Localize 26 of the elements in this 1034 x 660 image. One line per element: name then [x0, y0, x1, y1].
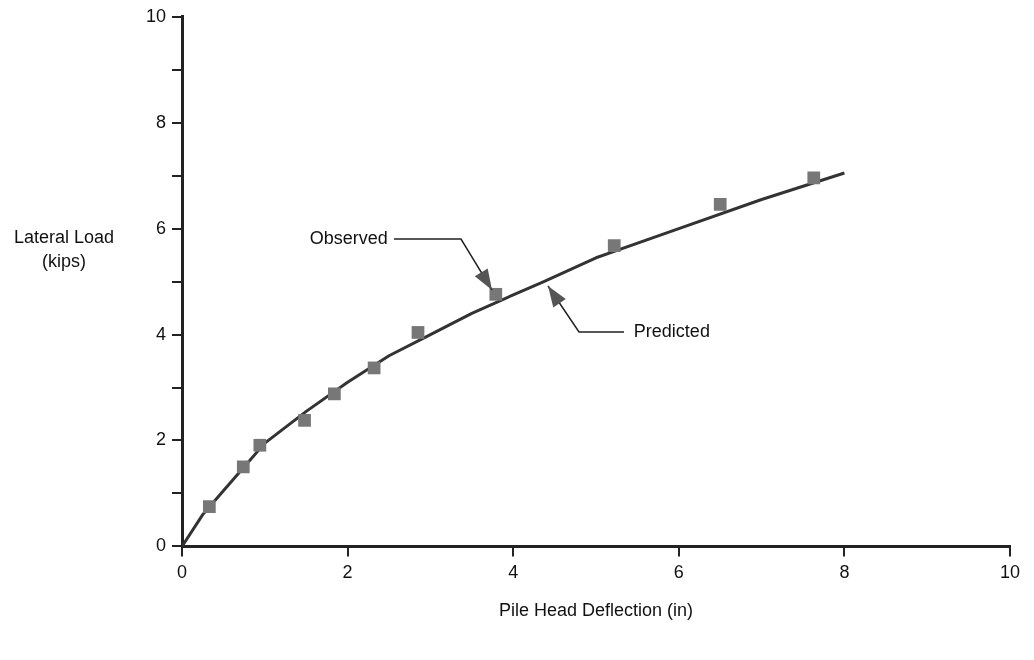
x-tick-label: 4	[508, 562, 519, 583]
x-tick-label: 2	[342, 562, 353, 583]
annotation: Predicted	[633, 320, 710, 341]
y-tick-label: 10	[145, 5, 167, 26]
y-tick-label: 2	[156, 429, 167, 450]
point	[328, 387, 341, 401]
x-tick-label: 10	[999, 562, 1021, 583]
x-tick-label: 8	[839, 562, 850, 583]
y-tick-label: 0	[156, 535, 167, 556]
y-tick-label: 4	[156, 323, 167, 344]
point	[411, 326, 425, 339]
point	[202, 500, 216, 514]
y-tick-label: 6	[156, 217, 167, 238]
x-tick-label: 0	[177, 562, 188, 583]
x-axis-title: Pile Head Deflection (in)	[498, 600, 694, 621]
annotation: Observed	[309, 228, 388, 249]
point	[298, 413, 311, 427]
point	[607, 239, 621, 252]
point	[489, 287, 503, 301]
point	[713, 197, 727, 211]
point	[807, 171, 821, 185]
point	[253, 438, 267, 452]
y-tick-label: 8	[156, 111, 167, 132]
y-axis-title: Lateral Load (kips)	[13, 226, 115, 271]
x-tick-label: 6	[673, 562, 684, 583]
point	[236, 460, 250, 474]
